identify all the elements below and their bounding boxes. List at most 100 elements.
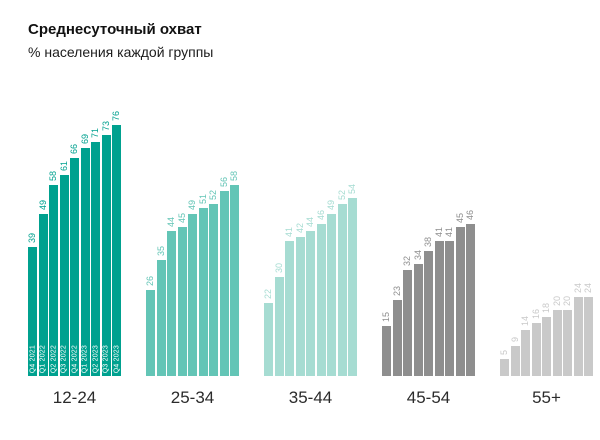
chart-groups: 39 Q4 2021 49 Q1 2022 58 Q2 2022 61 Q3 2022 66 Q4…	[27, 94, 593, 408]
bar-value-label: 38	[423, 237, 433, 248]
bar-column: 39 Q4 2021	[27, 233, 37, 376]
bar-group-25-34: 26 35 44 45 49 51 52 56 58 25-34	[145, 94, 239, 408]
quarter-label: Q4 2022	[71, 345, 78, 374]
bar	[424, 250, 433, 376]
bar-column: 32	[402, 256, 412, 376]
bar-column: 23	[392, 286, 402, 376]
bar-column: 34	[412, 250, 423, 376]
bar-column: 30	[274, 263, 284, 376]
bar-column: 41	[444, 227, 454, 376]
group-label: 35-44	[288, 387, 333, 407]
bar	[295, 236, 305, 376]
bar-column: 49	[187, 200, 197, 376]
bar	[403, 269, 412, 376]
bar-value-label: 76	[111, 111, 121, 122]
group-label: 12-24	[52, 387, 97, 407]
bar	[521, 329, 530, 376]
bar: Q2 2022	[49, 184, 58, 376]
bar-column: 24	[572, 283, 583, 376]
bar	[274, 276, 284, 376]
bar-column: 18	[541, 303, 551, 376]
bar: Q4 2022	[70, 157, 79, 376]
bar: Q2 2023	[91, 141, 100, 376]
bar	[264, 302, 273, 376]
group-label: 25-34	[170, 387, 215, 407]
bar-column: 52	[337, 190, 347, 376]
bar	[177, 226, 187, 376]
bar	[230, 184, 239, 376]
bar	[434, 240, 444, 376]
bar	[584, 296, 593, 376]
bar-value-label: 41	[444, 227, 454, 238]
quarter-label: Q4 2021	[29, 345, 36, 374]
bar-value-label: 51	[197, 194, 208, 205]
bar-value-label: 24	[583, 283, 593, 294]
quarter-label: Q2 2023	[92, 345, 99, 374]
bar-value-label: 35	[155, 246, 166, 257]
bar-column: 42	[295, 223, 305, 376]
quarter-label: Q3 2023	[102, 345, 110, 374]
bar-column: 41	[284, 227, 294, 376]
bar-column: 45	[454, 213, 465, 376]
bar-series: 5 9 14 16 18 20 20 24 24	[499, 94, 593, 376]
bar-value-label: 44	[305, 217, 315, 228]
bar	[209, 203, 218, 376]
bar-value-label: 32	[402, 256, 412, 267]
quarter-label: Q3 2022	[60, 345, 68, 374]
bar-value-label: 56	[218, 177, 229, 188]
bar-column: 52	[208, 190, 218, 376]
bar: Q3 2022	[59, 174, 69, 376]
bar-column: 61 Q3 2022	[58, 161, 69, 376]
page-title: Среднесуточный охват	[28, 21, 202, 38]
bar	[531, 322, 541, 376]
bar-value-label: 45	[454, 213, 465, 224]
bar	[198, 207, 208, 376]
bar-column: 69 Q1 2023	[80, 134, 90, 376]
bar-column: 45	[176, 213, 187, 376]
bar: Q1 2023	[80, 147, 90, 376]
bar-value-label: 61	[58, 161, 69, 172]
bar-value-label: 49	[187, 200, 197, 211]
bar-column: 20	[552, 296, 562, 376]
bar	[445, 240, 454, 376]
quarter-label: Q2 2022	[50, 345, 57, 374]
bar-value-label: 41	[284, 227, 294, 238]
bar-group-55+: 5 9 14 16 18 20 20 24 24 55+	[499, 94, 593, 408]
bar-group-35-44: 22 30 41 42 44 46 49 52 54 35-44	[263, 94, 357, 408]
bar-group-45-54: 15 23 32 34 38 41 41 45 46 45-54	[381, 94, 475, 408]
bar-column: 49 Q1 2022	[38, 200, 48, 376]
bar-column: 46	[315, 210, 326, 376]
group-label: 45-54	[406, 387, 451, 407]
bar-column: 44	[305, 217, 315, 376]
bar	[285, 240, 294, 376]
bar-value-label: 45	[176, 213, 187, 224]
bar	[316, 223, 326, 376]
bar-value-label: 39	[27, 233, 37, 244]
bar	[466, 223, 475, 376]
bar	[348, 197, 357, 376]
bar	[542, 316, 551, 376]
bar-column: 14	[520, 316, 530, 376]
bar-value-label: 66	[69, 144, 79, 155]
bar-value-label: 20	[562, 296, 572, 307]
bar-value-label: 58	[229, 171, 239, 182]
bar-value-label: 34	[412, 250, 423, 261]
bar-series: 26 35 44 45 49 51 52 56 58	[145, 94, 239, 376]
bar-value-label: 46	[465, 210, 475, 221]
bar-value-label: 16	[530, 309, 541, 320]
bar-column: 5	[499, 350, 509, 376]
bar-value-label: 44	[166, 217, 176, 228]
bar-value-label: 9	[509, 337, 520, 343]
bar-value-label: 5	[499, 350, 509, 356]
bar-column: 26	[145, 276, 155, 376]
bar	[455, 226, 465, 376]
bar-value-label: 46	[315, 210, 326, 221]
bar-column: 35	[155, 246, 166, 376]
bar-value-label: 24	[572, 283, 583, 294]
bar	[156, 259, 166, 376]
bar-column: 56	[218, 177, 229, 376]
bar-column: 22	[263, 289, 273, 376]
bar-value-label: 18	[541, 303, 551, 314]
bar-value-label: 22	[263, 289, 273, 300]
